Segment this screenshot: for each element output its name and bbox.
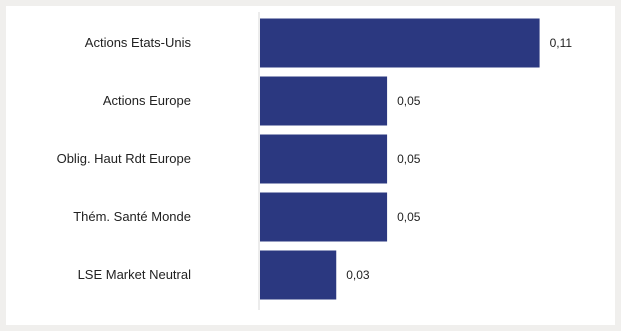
category-label: Actions Europe	[103, 93, 191, 108]
value-label: 0,11	[550, 36, 573, 50]
value-label: 0,05	[397, 94, 421, 108]
category-label: Actions Etats-Unis	[85, 35, 192, 50]
bar	[260, 250, 337, 300]
value-label: 0,05	[397, 152, 421, 166]
value-label: 0,05	[397, 210, 421, 224]
bar	[260, 18, 540, 68]
bar	[260, 76, 388, 126]
value-label: 0,03	[346, 268, 370, 282]
bar	[260, 192, 388, 242]
category-label: LSE Market Neutral	[78, 267, 192, 282]
bar-chart: Actions Etats-Unis 0,11 Actions Europe 0,05…	[57, 12, 573, 310]
bar	[260, 134, 388, 184]
category-label: Thém. Santé Monde	[73, 209, 191, 224]
category-label: Oblig. Haut Rdt Europe	[57, 151, 191, 166]
chart-panel: Actions Etats-Unis 0,11 Actions Europe 0,05…	[6, 6, 615, 325]
